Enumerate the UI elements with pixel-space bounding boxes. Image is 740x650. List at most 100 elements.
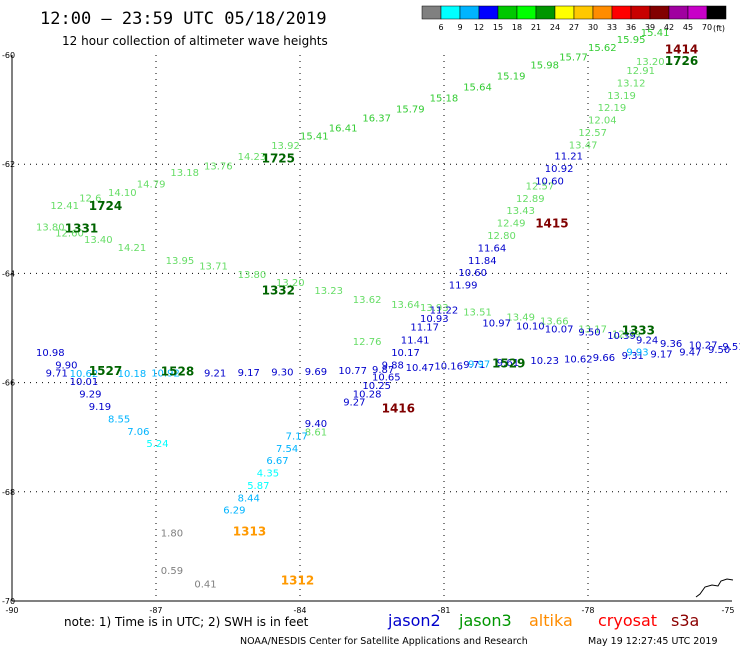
wave-height-value: 13.71 — [199, 262, 228, 273]
wave-height-value: 10.98 — [36, 348, 65, 359]
wave-height-value: 13.20 — [276, 278, 305, 289]
y-tick-label: -68 — [2, 488, 15, 497]
colorbar-label: 15 — [493, 23, 503, 32]
wave-height-value: 13.66 — [540, 317, 569, 328]
pass-time-label: 1331 — [65, 221, 98, 235]
footer-note: note: 1) Time is in UTC; 2) SWH is in fe… — [64, 615, 309, 629]
wave-height-value: 9.19 — [89, 402, 111, 413]
wave-height-value: 9.50 — [578, 328, 600, 339]
wave-height-value: 11.64 — [478, 244, 507, 255]
colorbar-label: 9 — [457, 23, 462, 32]
satellite-legend: jason2 jason3 altika cryosat s3a — [387, 611, 699, 630]
wave-height-value: 9.71 — [463, 360, 485, 371]
wave-height-value: 10.27 — [689, 341, 718, 352]
wave-height-value: 12.89 — [516, 194, 545, 205]
legend-jason2: jason2 — [387, 611, 441, 630]
footer-timestamp: May 19 12:27:45 UTC 2019 — [588, 636, 717, 647]
wave-height-value: 6.67 — [266, 456, 288, 467]
wave-height-value: 13.76 — [204, 162, 233, 173]
plot-frame — [11, 55, 732, 602]
wave-height-value: 15.79 — [396, 104, 425, 115]
wave-height-value: 10.60 — [458, 268, 487, 279]
wave-height-value: 1.80 — [161, 529, 183, 540]
wave-height-value: 9.27 — [343, 398, 365, 409]
colorbar-swatch — [459, 5, 480, 20]
colorbar-label: 12 — [474, 23, 484, 32]
wave-height-value: 13.17 — [578, 324, 607, 335]
wave-height-value: 10.47 — [406, 363, 435, 374]
colorbar-swatch — [611, 5, 632, 20]
wave-height-value: 9.69 — [305, 367, 327, 378]
wave-height-value: 10.39 — [607, 331, 636, 342]
wave-height-value: 5.87 — [247, 481, 269, 492]
y-tick-label: -64 — [2, 269, 15, 278]
wave-height-value: 7.17 — [286, 431, 308, 442]
wave-height-value: 10.60 — [535, 176, 564, 187]
wave-height-value: 10.62 — [70, 369, 99, 380]
wave-height-value: 7.06 — [127, 427, 149, 438]
colorbar-swatch — [649, 5, 670, 20]
pass-time-label: 1528 — [161, 365, 194, 379]
wave-height-value: 10.23 — [530, 356, 559, 367]
wave-height-value: 10.07 — [545, 324, 574, 335]
colorbar-swatch — [592, 5, 613, 20]
legend-s3a: s3a — [671, 611, 699, 630]
wave-height-value: 15.18 — [430, 93, 459, 104]
wave-height-value: 11.21 — [554, 151, 583, 162]
colorbar-label: 33 — [607, 23, 617, 32]
x-tick-label: -84 — [293, 606, 306, 615]
wave-height-value: 13.51 — [463, 307, 492, 318]
wave-height-value: 9.17 — [238, 368, 260, 379]
wave-height-value: 14.79 — [137, 180, 166, 191]
x-tick-label: -90 — [5, 606, 18, 615]
wave-height-value: 9.24 — [636, 335, 658, 346]
wave-height-value: 9.29 — [79, 389, 101, 400]
wave-height-value: 12.6 — [79, 193, 101, 204]
pass-time-label: 1726 — [665, 54, 698, 68]
wave-height-value: 13.19 — [607, 91, 636, 102]
wave-height-value: 15.19 — [497, 72, 526, 83]
wave-height-value: 15.95 — [617, 35, 646, 46]
wave-height-value: 9.66 — [593, 353, 615, 364]
wave-height-value: 13.64 — [391, 300, 420, 311]
footer-credit: NOAA/NESDIS Center for Satellite Applica… — [240, 636, 528, 647]
wave-height-value: 8.44 — [238, 494, 260, 505]
wave-height-value: 7.54 — [276, 444, 298, 455]
wave-height-value: 16.41 — [329, 123, 358, 134]
wave-height-value: 10.17 — [391, 348, 420, 359]
wave-height-value: 9.90 — [55, 360, 77, 371]
colorbar-swatch — [440, 5, 461, 20]
pass-time-label: 1529 — [492, 356, 525, 370]
colorbar-label: 30 — [588, 23, 598, 32]
wave-height-value: 10.65 — [372, 372, 401, 383]
x-tick-label: -81 — [437, 606, 450, 615]
y-tick-label: -62 — [2, 160, 15, 169]
wave-height-value: 11.99 — [449, 281, 478, 292]
colorbar-swatch — [535, 5, 556, 20]
wave-height-value: 9.17 — [650, 349, 672, 360]
colorbar-label: 36 — [626, 23, 636, 32]
wave-height-value: 9.51 — [722, 342, 740, 353]
wave-height-value: 10.97 — [482, 318, 511, 329]
colorbar-label: 70 — [702, 23, 712, 32]
x-tick-label: -87 — [149, 606, 162, 615]
axis-tick-labels: -90 -87 -84 -81 -78 -75 -60 -62 -64 -66 -68 -70 — [2, 51, 735, 615]
wave-height-value: 13.92 — [271, 141, 300, 152]
colorbar-label: 42 — [664, 23, 674, 32]
wave-height-value: 13.80 — [36, 222, 65, 233]
pass-time-label: 1416 — [382, 402, 415, 416]
pass-time-label: 1332 — [262, 284, 295, 298]
wave-height-value: 10.62 — [564, 354, 593, 365]
y-tick-label: -66 — [2, 379, 15, 388]
colorbar-label: 24 — [550, 23, 560, 32]
pass-time-label: 1725 — [262, 152, 295, 166]
wave-height-value: 12.80 — [487, 231, 516, 242]
wave-height-value: 12.49 — [497, 218, 526, 229]
wave-height-value: 12.76 — [353, 337, 382, 348]
wave-height-value: 11.22 — [430, 305, 459, 316]
wave-height-value: 13.93 — [420, 303, 449, 314]
x-tick-label: -75 — [721, 606, 734, 615]
x-tick-label: -78 — [581, 606, 594, 615]
wave-height-value: 4.35 — [257, 469, 279, 480]
